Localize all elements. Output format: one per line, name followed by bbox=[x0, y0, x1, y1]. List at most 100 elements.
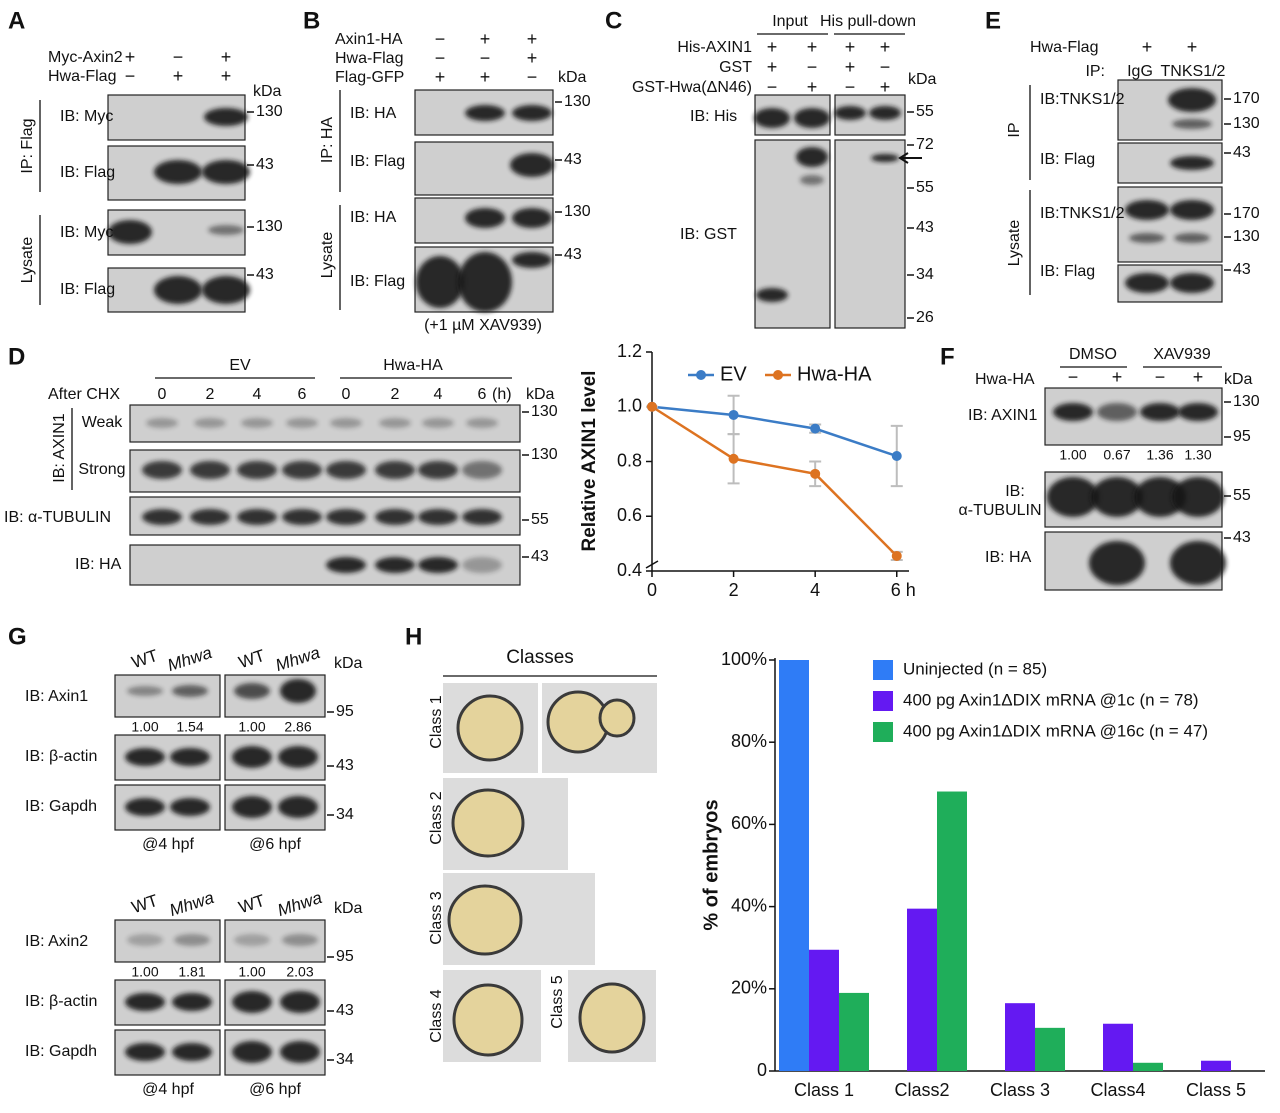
band bbox=[871, 154, 899, 162]
condition-sign: − bbox=[880, 57, 891, 77]
ip-label: IP: HA bbox=[319, 117, 336, 164]
unit-label: kDa bbox=[558, 69, 587, 86]
band bbox=[108, 220, 152, 244]
band bbox=[1170, 156, 1214, 170]
marker-label: 43 bbox=[564, 151, 582, 168]
panel-label: G bbox=[8, 623, 27, 650]
band bbox=[232, 746, 272, 768]
legend-label: 400 pg Axin1ΔDIX mRNA @1c (n = 78) bbox=[903, 690, 1199, 709]
condition-sign: − bbox=[435, 48, 446, 68]
condition-sign: + bbox=[480, 29, 491, 49]
ib-label: IB: Axin2 bbox=[25, 933, 88, 950]
ib-label: IB: Flag bbox=[1040, 263, 1095, 280]
band bbox=[241, 418, 273, 428]
marker-label: 34 bbox=[336, 806, 354, 823]
x-tick-label: Class2 bbox=[894, 1080, 949, 1100]
band bbox=[1134, 477, 1186, 517]
stage-label: @6 hpf bbox=[249, 1081, 301, 1098]
condition-name: Myc-Axin2 bbox=[48, 49, 123, 66]
marker-label: 170 bbox=[1233, 205, 1260, 222]
marker-label: 130 bbox=[531, 403, 558, 420]
band bbox=[754, 108, 790, 128]
condition-sign: − bbox=[173, 47, 184, 67]
band bbox=[834, 106, 866, 120]
marker-label: 130 bbox=[531, 446, 558, 463]
class-label: Class 2 bbox=[428, 791, 445, 844]
legend-swatch bbox=[873, 660, 893, 680]
legend-label: Hwa-HA bbox=[797, 363, 872, 385]
marker-label: 95 bbox=[336, 703, 354, 720]
marker-label: 95 bbox=[336, 948, 354, 965]
bar bbox=[1005, 1003, 1035, 1071]
point bbox=[891, 451, 902, 462]
ip-label: IP: bbox=[1085, 63, 1105, 80]
band bbox=[418, 461, 458, 479]
band bbox=[170, 748, 210, 766]
point bbox=[891, 550, 902, 561]
quant-label: 1.36 bbox=[1146, 447, 1173, 463]
bar bbox=[779, 660, 809, 1071]
condition-sign: − bbox=[125, 66, 136, 86]
band bbox=[462, 557, 502, 573]
marker-label: 130 bbox=[256, 218, 283, 235]
ib-label: IB: Gapdh bbox=[25, 1043, 97, 1060]
lane-label: WT bbox=[129, 646, 160, 672]
band bbox=[756, 288, 788, 302]
y-tick-label: 0.4 bbox=[617, 560, 642, 580]
time-point: 6 bbox=[478, 386, 487, 403]
quant-label: 1.54 bbox=[176, 719, 203, 735]
lane-label: WT bbox=[129, 891, 160, 917]
embryo bbox=[452, 983, 524, 1057]
lane-label: IgG bbox=[1127, 63, 1153, 80]
band bbox=[280, 991, 320, 1013]
condition-sign: + bbox=[435, 67, 446, 87]
series-line bbox=[651, 405, 898, 458]
ib-label: IB: AXIN1 bbox=[51, 413, 68, 482]
band bbox=[375, 461, 415, 479]
band bbox=[127, 686, 163, 696]
band bbox=[1125, 273, 1169, 293]
blot bbox=[129, 404, 521, 443]
band bbox=[1140, 403, 1180, 421]
blot bbox=[834, 139, 906, 329]
point bbox=[728, 409, 739, 420]
condition-sign: + bbox=[767, 37, 778, 57]
marker-label: 43 bbox=[256, 156, 274, 173]
quant-label: 1.00 bbox=[1059, 447, 1086, 463]
condition-sign: + bbox=[807, 37, 818, 57]
condition-sign: − bbox=[767, 77, 778, 97]
band bbox=[202, 276, 250, 304]
ib-label: IB: Flag bbox=[60, 281, 115, 298]
condition-sign: − bbox=[435, 29, 446, 49]
blot bbox=[1117, 79, 1223, 141]
ib-label: IB: Myc bbox=[60, 224, 113, 241]
band bbox=[282, 934, 318, 946]
legend-marker bbox=[696, 370, 706, 380]
ib-label: IB: bbox=[1005, 483, 1025, 500]
band bbox=[1047, 477, 1099, 517]
panel-label: C bbox=[605, 7, 622, 34]
unit-label: kDa bbox=[1224, 371, 1253, 388]
condition-sign: + bbox=[221, 47, 232, 67]
marker-label: 43 bbox=[256, 266, 274, 283]
band bbox=[418, 509, 458, 525]
marker-label: 43 bbox=[564, 246, 582, 263]
series-line bbox=[651, 405, 898, 557]
ib-label: IB: Flag bbox=[60, 164, 115, 181]
condition-sign: + bbox=[125, 47, 136, 67]
band bbox=[510, 153, 554, 177]
embryo bbox=[447, 884, 523, 956]
condition-name: Hwa-Flag bbox=[48, 68, 116, 85]
point bbox=[728, 453, 739, 464]
ib-label: IB: GST bbox=[680, 226, 737, 243]
band bbox=[278, 746, 318, 768]
marker-label: 55 bbox=[531, 511, 549, 528]
condition-sign: + bbox=[807, 77, 818, 97]
band bbox=[232, 796, 272, 818]
class-label: Class 5 bbox=[549, 975, 566, 1028]
bar bbox=[809, 949, 839, 1071]
point bbox=[810, 468, 821, 479]
band bbox=[1170, 200, 1214, 220]
blot bbox=[114, 674, 221, 718]
band bbox=[280, 679, 316, 703]
